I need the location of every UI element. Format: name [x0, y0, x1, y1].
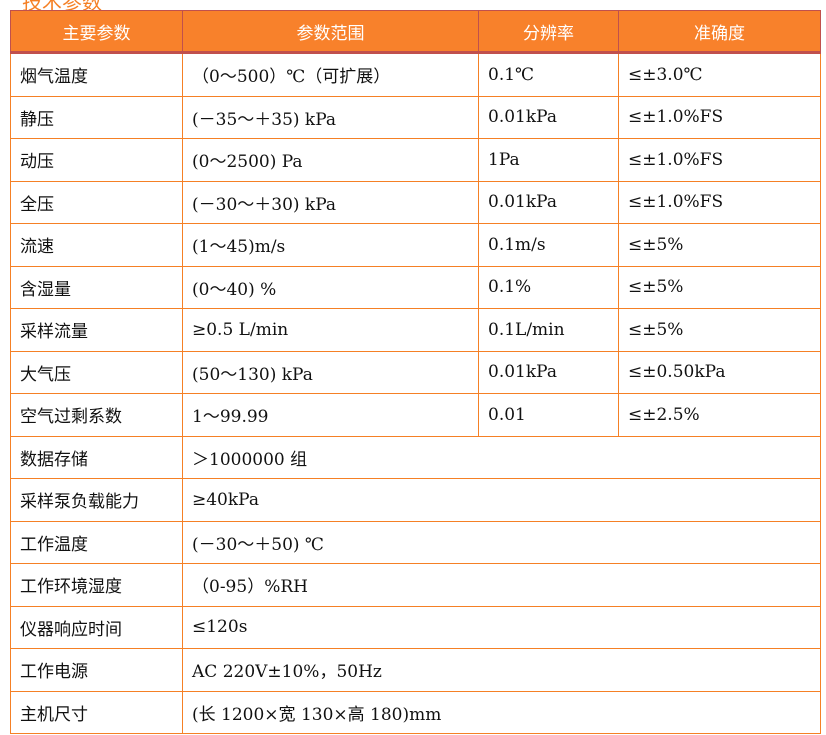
- table-row: 工作电源 AC 220V±10%，50Hz: [10, 648, 821, 692]
- header-cell: 分辨率: [478, 10, 619, 54]
- table-row: 烟气温度 （0～500）℃（可扩展） 0.1℃ ≤±3.0℃: [10, 52, 821, 97]
- table-row: 含湿量 (0～40) % 0.1% ≤±5%: [10, 265, 821, 309]
- table-cell: 主机尺寸: [10, 690, 183, 734]
- table-cell: 1～99.99: [182, 393, 479, 437]
- table-cell: 工作温度: [10, 520, 183, 564]
- table-cell: 仪器响应时间: [10, 605, 183, 649]
- table-cell: 0.1L/min: [478, 308, 619, 352]
- table-cell: ≤±5%: [618, 308, 821, 352]
- table-cell: (0～2500) Pa: [182, 138, 479, 182]
- table-cell: ≤±1.0%FS: [618, 95, 821, 139]
- table-cell: (－35～＋35) kPa: [182, 95, 479, 139]
- table-cell: (－30～＋30) kPa: [182, 180, 479, 224]
- table-cell: 数据存储: [10, 435, 183, 479]
- table-cell: 采样泵负载能力: [10, 478, 183, 522]
- table-cell: 大气压: [10, 350, 183, 394]
- table-row: 空气过剩系数 1～99.99 0.01 ≤±2.5%: [10, 393, 821, 437]
- table-row: 静压 (－35～＋35) kPa 0.01kPa ≤±1.0%FS: [10, 95, 821, 139]
- table-cell: ≤±1.0%FS: [618, 180, 821, 224]
- table-cell: AC 220V±10%，50Hz: [182, 648, 821, 692]
- table-row: 大气压 (50～130) kPa 0.01kPa ≤±0.50kPa: [10, 350, 821, 394]
- table-cell: ＞1000000 组: [182, 435, 821, 479]
- table-cell: 烟气温度: [10, 52, 183, 97]
- table-cell: 工作电源: [10, 648, 183, 692]
- table-cell: 采样流量: [10, 308, 183, 352]
- header-cell: 主要参数: [10, 10, 183, 54]
- table-cell: ≥40kPa: [182, 478, 821, 522]
- table-cell: ≤±3.0℃: [618, 52, 821, 97]
- table-row: 全压 (－30～＋30) kPa 0.01kPa ≤±1.0%FS: [10, 180, 821, 224]
- table-row: 流速 (1～45)m/s 0.1m/s ≤±5%: [10, 223, 821, 267]
- table-row: 采样泵负载能力 ≥40kPa: [10, 478, 821, 522]
- table-cell: ≤±5%: [618, 223, 821, 267]
- header-cell: 参数范围: [182, 10, 479, 54]
- table-cell: 静压: [10, 95, 183, 139]
- table-cell: ≤120s: [182, 605, 821, 649]
- table-cell: (1～45)m/s: [182, 223, 479, 267]
- table-cell: ≤±5%: [618, 265, 821, 309]
- table-cell: 工作环境湿度: [10, 563, 183, 607]
- table-cell: 全压: [10, 180, 183, 224]
- table-cell: 0.1%: [478, 265, 619, 309]
- table-cell: 1Pa: [478, 138, 619, 182]
- table-cell: (50～130) kPa: [182, 350, 479, 394]
- table-cell: ≤±1.0%FS: [618, 138, 821, 182]
- table-cell: (－30～＋50) ℃: [182, 520, 821, 564]
- table-row: 仪器响应时间 ≤120s: [10, 605, 821, 649]
- table-cell: 流速: [10, 223, 183, 267]
- table-cell: 0.01kPa: [478, 180, 619, 224]
- header-cell: 准确度: [618, 10, 821, 54]
- table-cell: 0.01kPa: [478, 350, 619, 394]
- table-row: 动压 (0～2500) Pa 1Pa ≤±1.0%FS: [10, 138, 821, 182]
- table-row: 采样流量 ≥0.5 L/min 0.1L/min ≤±5%: [10, 308, 821, 352]
- table-cell: ≤±0.50kPa: [618, 350, 821, 394]
- table-cell: （0～500）℃（可扩展）: [182, 52, 479, 97]
- table-cell: 空气过剩系数: [10, 393, 183, 437]
- table-row: 工作环境湿度 （0-95）%RH: [10, 563, 821, 607]
- table-header: 主要参数 参数范围 分辨率 准确度: [10, 10, 821, 54]
- table-cell: ≥0.5 L/min: [182, 308, 479, 352]
- table-row: 数据存储 ＞1000000 组: [10, 435, 821, 479]
- table-cell: (0～40) %: [182, 265, 479, 309]
- table-cell: 0.1℃: [478, 52, 619, 97]
- table-cell: 0.1m/s: [478, 223, 619, 267]
- table-row: 主机尺寸 (长 1200×宽 130×高 180)mm: [10, 690, 821, 734]
- table-cell: (长 1200×宽 130×高 180)mm: [182, 690, 821, 734]
- table-cell: （0-95）%RH: [182, 563, 821, 607]
- table-cell: 0.01kPa: [478, 95, 619, 139]
- table-cell: ≤±2.5%: [618, 393, 821, 437]
- table-cell: 动压: [10, 138, 183, 182]
- table-row: 工作温度 (－30～＋50) ℃: [10, 520, 821, 564]
- table-cell: 0.01: [478, 393, 619, 437]
- spec-table: 主要参数 参数范围 分辨率 准确度 烟气温度 （0～500）℃（可扩展） 0.1℃ ≤…: [10, 10, 821, 734]
- table-cell: 含湿量: [10, 265, 183, 309]
